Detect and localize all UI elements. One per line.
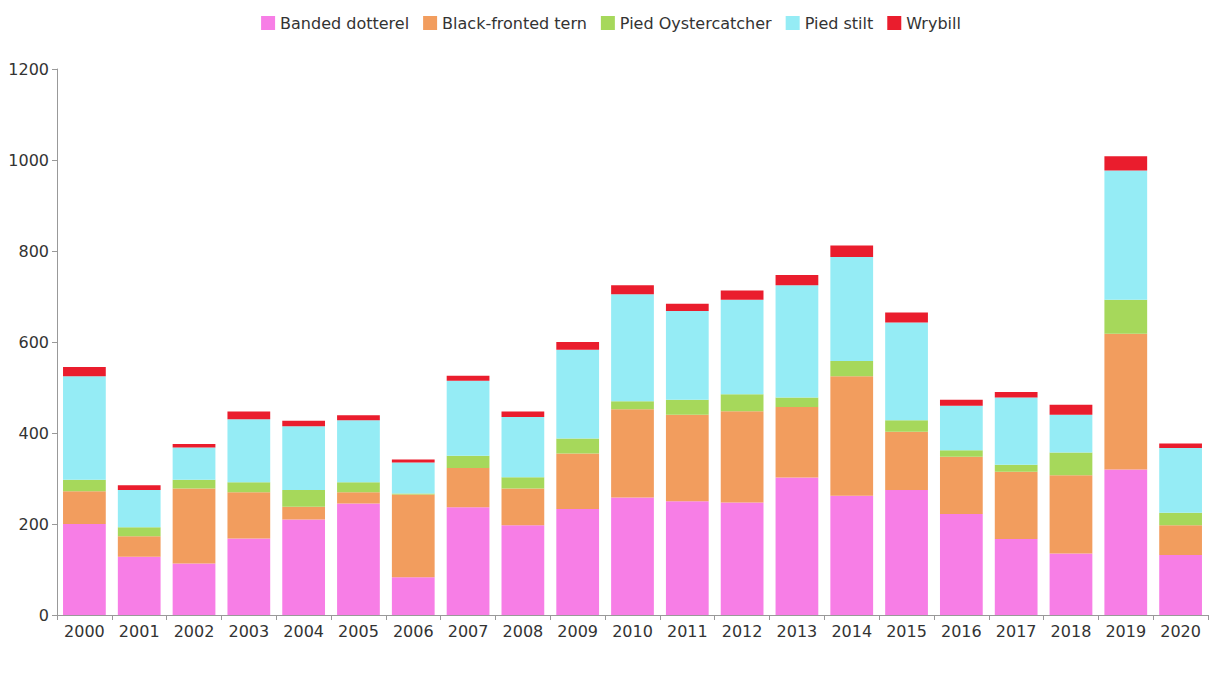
- svg-text:600: 600: [18, 333, 49, 352]
- svg-text:2012: 2012: [722, 622, 763, 641]
- svg-text:200: 200: [18, 515, 49, 534]
- svg-text:2018: 2018: [1051, 622, 1092, 641]
- svg-text:800: 800: [18, 242, 49, 261]
- svg-text:2015: 2015: [886, 622, 927, 641]
- svg-text:0: 0: [39, 606, 49, 625]
- svg-text:2009: 2009: [557, 622, 598, 641]
- svg-text:1000: 1000: [8, 151, 49, 170]
- svg-text:Black-fronted tern: Black-fronted tern: [442, 14, 587, 33]
- svg-text:2016: 2016: [941, 622, 982, 641]
- svg-text:2007: 2007: [448, 622, 489, 641]
- svg-text:1200: 1200: [8, 60, 49, 79]
- svg-text:2000: 2000: [64, 622, 105, 641]
- svg-text:2005: 2005: [338, 622, 379, 641]
- svg-text:400: 400: [18, 424, 49, 443]
- svg-text:Pied stilt: Pied stilt: [805, 14, 874, 33]
- svg-text:Banded dotterel: Banded dotterel: [280, 14, 409, 33]
- svg-text:2003: 2003: [228, 622, 269, 641]
- svg-text:Pied Oystercatcher: Pied Oystercatcher: [620, 14, 772, 33]
- svg-text:2004: 2004: [283, 622, 324, 641]
- svg-text:2011: 2011: [667, 622, 708, 641]
- svg-text:2013: 2013: [777, 622, 818, 641]
- svg-text:2001: 2001: [119, 622, 160, 641]
- svg-text:2019: 2019: [1105, 622, 1146, 641]
- svg-text:2010: 2010: [612, 622, 653, 641]
- svg-text:2006: 2006: [393, 622, 434, 641]
- svg-text:2008: 2008: [503, 622, 544, 641]
- svg-text:2002: 2002: [174, 622, 215, 641]
- svg-text:2014: 2014: [831, 622, 872, 641]
- svg-text:2017: 2017: [996, 622, 1037, 641]
- svg-text:2020: 2020: [1160, 622, 1201, 641]
- svg-text:Wrybill: Wrybill: [906, 14, 961, 33]
